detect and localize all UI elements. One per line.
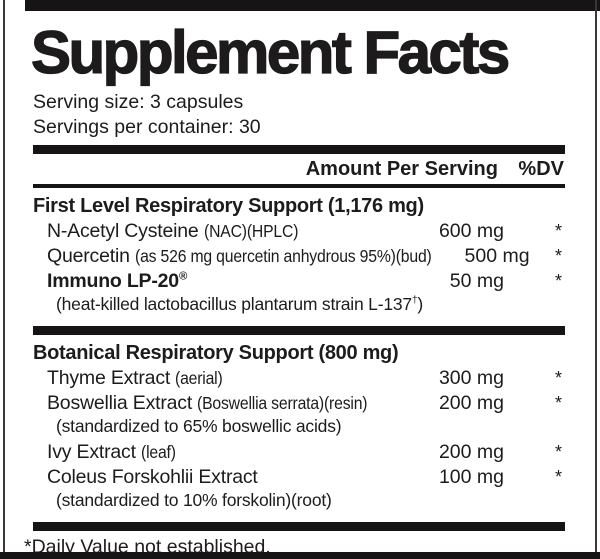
- ingredient-row: Ivy Extract (leaf) 200 mg *: [33, 440, 565, 465]
- ingredient-row: Thyme Extract (aerial) 300 mg *: [33, 366, 565, 391]
- section-heading: Botanical Respiratory Support (800 mg): [33, 342, 399, 364]
- divider-thin-header: [33, 184, 565, 188]
- ingredient-amount: 300 mg: [438, 367, 504, 389]
- bottom-black-bar: [0, 552, 600, 559]
- ingredient-row: Immuno LP-20® 50 mg *: [33, 269, 565, 294]
- ingredient-amount: 600 mg: [438, 220, 504, 242]
- ingredient-name: Coleus Forskohlii Extract: [47, 466, 258, 488]
- ingredient-amount: 500 mg: [464, 245, 530, 267]
- column-header-row: Amount Per Serving %DV: [33, 154, 565, 184]
- ingredient-dv: *: [554, 442, 562, 462]
- ingredient-dv: *: [554, 246, 562, 266]
- amount-per-serving-label: Amount Per Serving: [305, 158, 498, 180]
- divider-thick-bottom: [33, 522, 565, 531]
- ingredient-section: Botanical Respiratory Support (800 mg) Th…: [33, 326, 565, 517]
- ingredient-name: Ivy Extract (leaf): [47, 441, 176, 463]
- ingredient-dv: *: [554, 368, 562, 388]
- section-heading: First Level Respiratory Support (1,176 m…: [33, 195, 424, 217]
- left-border-rule: [3, 0, 5, 559]
- panel-title: Supplement Facts: [30, 19, 511, 86]
- ingredient-amount: 100 mg: [438, 466, 504, 488]
- ingredient-dv: *: [554, 393, 562, 413]
- ingredient-row: Coleus Forskohlii Extract 100 mg *: [33, 465, 565, 490]
- ingredient-name-detail: (leaf): [141, 442, 176, 462]
- ingredient-name-detail: (NAC)(HPLC): [203, 221, 299, 241]
- ingredient-amount: 200 mg: [438, 441, 504, 463]
- ingredient-name: Immuno LP-20®: [47, 270, 188, 292]
- ingredient-name-detail: (aerial): [175, 368, 223, 388]
- top-black-bar: [25, 0, 600, 11]
- ingredient-row: Quercetin (as 526 mg quercetin anhydrous…: [33, 244, 565, 269]
- ingredient-row: Boswellia Extract (Boswellia serrata)(re…: [33, 391, 565, 416]
- ingredient-subline: (heat-killed lactobacillus plantarum str…: [56, 294, 424, 314]
- ingredient-name: N-Acetyl Cysteine (NAC)(HPLC): [47, 220, 299, 242]
- percent-dv-label: %DV: [518, 158, 564, 180]
- right-border-rule: [595, 0, 597, 559]
- ingredient-amount: 200 mg: [438, 392, 504, 414]
- ingredient-section: First Level Respiratory Support (1,176 m…: [33, 188, 565, 321]
- divider-thick-top: [33, 145, 565, 154]
- serving-size: Serving size: 3 capsules: [33, 91, 244, 113]
- ingredient-subline: (standardized to 10% forskolin)(root): [56, 490, 332, 510]
- ingredient-dv: *: [554, 221, 562, 241]
- ingredient-dv: *: [554, 271, 562, 291]
- ingredient-amount: 50 mg: [449, 270, 504, 292]
- ingredient-subline: (standardized to 65% boswellic acids): [56, 416, 342, 436]
- panel-content: Supplement Facts Serving size: 3 capsule…: [24, 11, 565, 559]
- ingredient-name: Thyme Extract (aerial): [47, 367, 223, 389]
- sections-container: First Level Respiratory Support (1,176 m…: [33, 188, 565, 517]
- ingredient-row: N-Acetyl Cysteine (NAC)(HPLC) 600 mg *: [33, 219, 565, 244]
- ingredient-name: Quercetin (as 526 mg quercetin anhydrous…: [47, 245, 432, 267]
- servings-per-container: Servings per container: 30: [33, 116, 261, 138]
- ingredient-dv: *: [554, 467, 562, 487]
- ingredient-name-detail: (Boswellia serrata)(resin): [197, 393, 368, 413]
- ingredient-name: Boswellia Extract (Boswellia serrata)(re…: [47, 392, 368, 414]
- ingredient-name-detail: (as 526 mg quercetin anhydrous 95%)(bud): [134, 246, 432, 266]
